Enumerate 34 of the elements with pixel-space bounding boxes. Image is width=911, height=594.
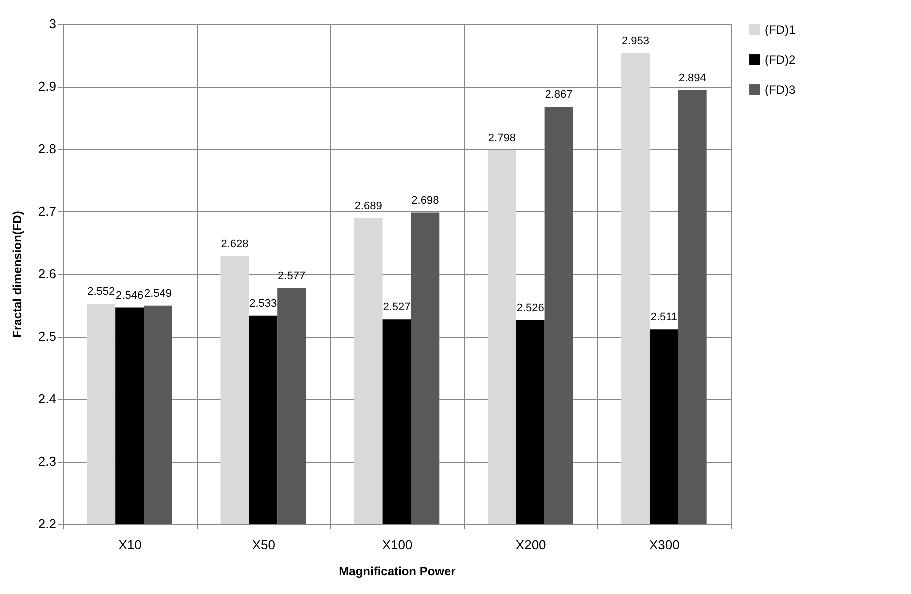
y-tick-label: 3 xyxy=(49,16,56,32)
data-label: 2.533 xyxy=(250,298,278,310)
data-label: 2.894 xyxy=(678,72,706,84)
data-label: 2.698 xyxy=(412,194,440,207)
data-label: 2.527 xyxy=(383,302,411,314)
data-label: 2.552 xyxy=(88,286,116,298)
legend-label: (FD)1 xyxy=(765,23,796,37)
data-label: 2.628 xyxy=(221,238,249,250)
x-tick-label: X200 xyxy=(516,538,546,552)
data-label: 2.526 xyxy=(516,302,544,314)
y-tick-label: 2.6 xyxy=(38,266,56,282)
data-label: 2.689 xyxy=(354,200,382,212)
data-label: 2.511 xyxy=(650,312,678,324)
data-label: 2.549 xyxy=(144,288,172,300)
x-tick-label: X100 xyxy=(382,538,413,552)
x-tick-label: X10 xyxy=(118,538,142,552)
y-tick-label: 2.3 xyxy=(38,454,56,469)
x-axis-title: Magnification Power xyxy=(339,564,456,578)
y-tick-label: 2.8 xyxy=(38,142,56,156)
y-tick-label: 2.5 xyxy=(38,329,56,344)
x-tick-label: X50 xyxy=(252,538,276,552)
y-tick-label: 2.9 xyxy=(38,79,56,94)
data-label: 2.867 xyxy=(545,89,573,102)
y-tick-label: 2.7 xyxy=(38,204,56,219)
legend-label: (FD)3 xyxy=(765,83,796,97)
y-tick-label: 2.4 xyxy=(38,392,56,406)
x-tick-label: X300 xyxy=(650,538,680,552)
y-axis-title: Fractal dimension(FD) xyxy=(10,211,24,338)
data-label: 2.577 xyxy=(278,270,306,282)
data-label: 2.953 xyxy=(622,35,650,48)
data-label: 2.546 xyxy=(116,290,144,302)
y-tick-label: 2.2 xyxy=(38,516,56,532)
legend-label: (FD)2 xyxy=(765,53,796,67)
data-label: 2.798 xyxy=(488,132,516,144)
